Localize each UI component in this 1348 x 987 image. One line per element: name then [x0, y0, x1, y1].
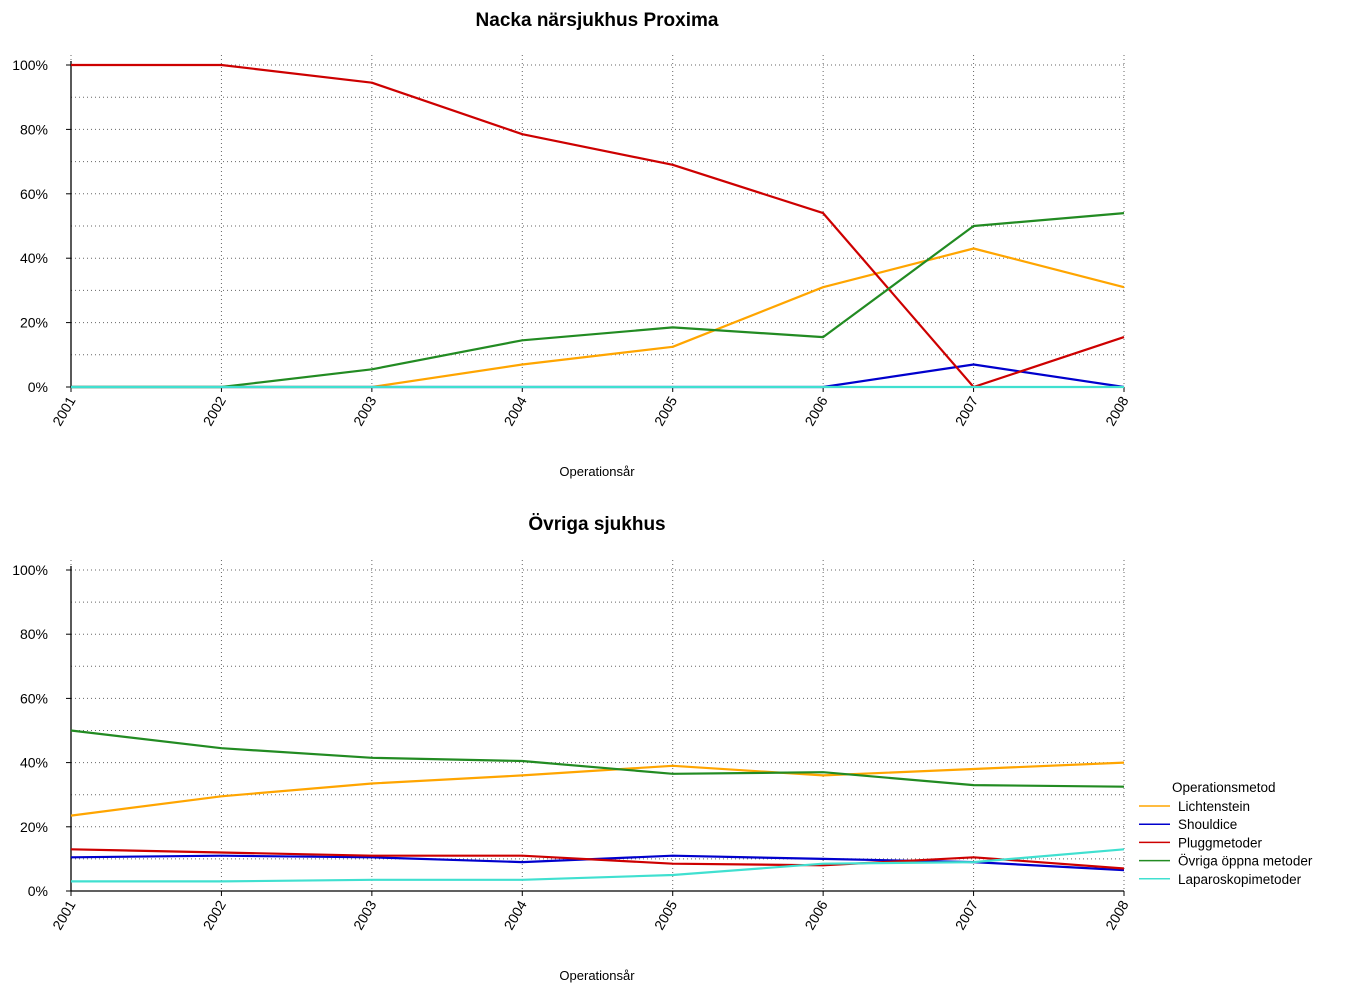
y-tick-label: 80% — [20, 121, 48, 137]
y-tick-label: 60% — [20, 186, 48, 202]
chart-ovriga: Övriga sjukhus 0% 20% 40% 60% 80% 100% 2001 200… — [12, 514, 1132, 983]
axes: 0% 20% 40% 60% 80% 100% 2001 2002 2003 2004 2005 20… — [12, 562, 1132, 932]
series-line-laparoskopimetoder — [71, 848, 1125, 883]
x-axis-title: Operationsår — [559, 464, 635, 479]
grid — [70, 560, 1126, 892]
x-tick-label: 2008 — [1102, 897, 1132, 932]
y-tick-label: 100% — [12, 562, 48, 578]
x-tick-label: 2003 — [350, 897, 380, 932]
legend-label: Pluggmetoder — [1178, 835, 1263, 850]
series-line-shouldice — [71, 363, 1125, 389]
x-tick-label: 2002 — [200, 393, 230, 428]
chart-title: Nacka närsjukhus Proxima — [476, 10, 719, 31]
x-tick-label: 2004 — [500, 897, 530, 932]
legend-label: Lichtenstein — [1178, 799, 1250, 814]
x-tick-label: 2001 — [49, 897, 79, 932]
x-tick-label: 2004 — [500, 393, 530, 428]
x-tick-label: 2005 — [651, 393, 681, 428]
series-lines — [71, 63, 1125, 389]
x-tick-label: 2007 — [952, 897, 982, 932]
y-tick-label: 60% — [20, 690, 48, 706]
y-tick-label: 80% — [20, 626, 48, 642]
x-tick-label: 2005 — [651, 897, 681, 932]
y-tick-label: 40% — [20, 250, 48, 266]
y-tick-label: 100% — [12, 57, 48, 73]
x-tick-label: 2006 — [801, 897, 831, 932]
series-line-lichtenstein — [70, 761, 1125, 817]
x-tick-label: 2003 — [350, 393, 380, 428]
legend-title: Operationsmetod — [1172, 780, 1276, 795]
y-tick-label: 40% — [20, 755, 48, 771]
x-tick-label: 2007 — [952, 393, 982, 428]
y-tick-label: 20% — [20, 315, 48, 331]
y-tick-label: 20% — [20, 819, 48, 835]
series-line-övriga-öppna-metoder — [70, 729, 1125, 788]
grid — [70, 55, 1126, 388]
x-tick-label: 2001 — [49, 393, 79, 428]
legend: Operationsmetod Lichtenstein Shouldice Plu… — [1139, 780, 1313, 887]
series-lines — [70, 729, 1125, 883]
chart-title: Övriga sjukhus — [528, 514, 665, 535]
legend-label: Övriga öppna metoder — [1178, 854, 1313, 869]
series-line-pluggmetoder — [71, 63, 1125, 389]
axes: 0% 20% 40% 60% 80% 100% 2001 2002 2003 2004 2005 20… — [12, 57, 1132, 428]
series-line-pluggmetoder — [70, 848, 1125, 870]
series-line-övriga-öppna-metoder — [71, 212, 1125, 389]
x-tick-label: 2006 — [801, 393, 831, 428]
chart-nacka: Nacka närsjukhus Proxima 0% 20% 40% 60% 80% 1… — [12, 10, 1132, 479]
y-tick-label: 0% — [28, 883, 48, 899]
x-axis-title: Operationsår — [559, 968, 635, 983]
x-tick-label: 2002 — [200, 897, 230, 932]
x-tick-label: 2008 — [1102, 393, 1132, 428]
y-tick-label: 0% — [28, 379, 48, 395]
legend-label: Shouldice — [1178, 817, 1237, 832]
legend-label: Laparoskopimetoder — [1178, 872, 1302, 887]
